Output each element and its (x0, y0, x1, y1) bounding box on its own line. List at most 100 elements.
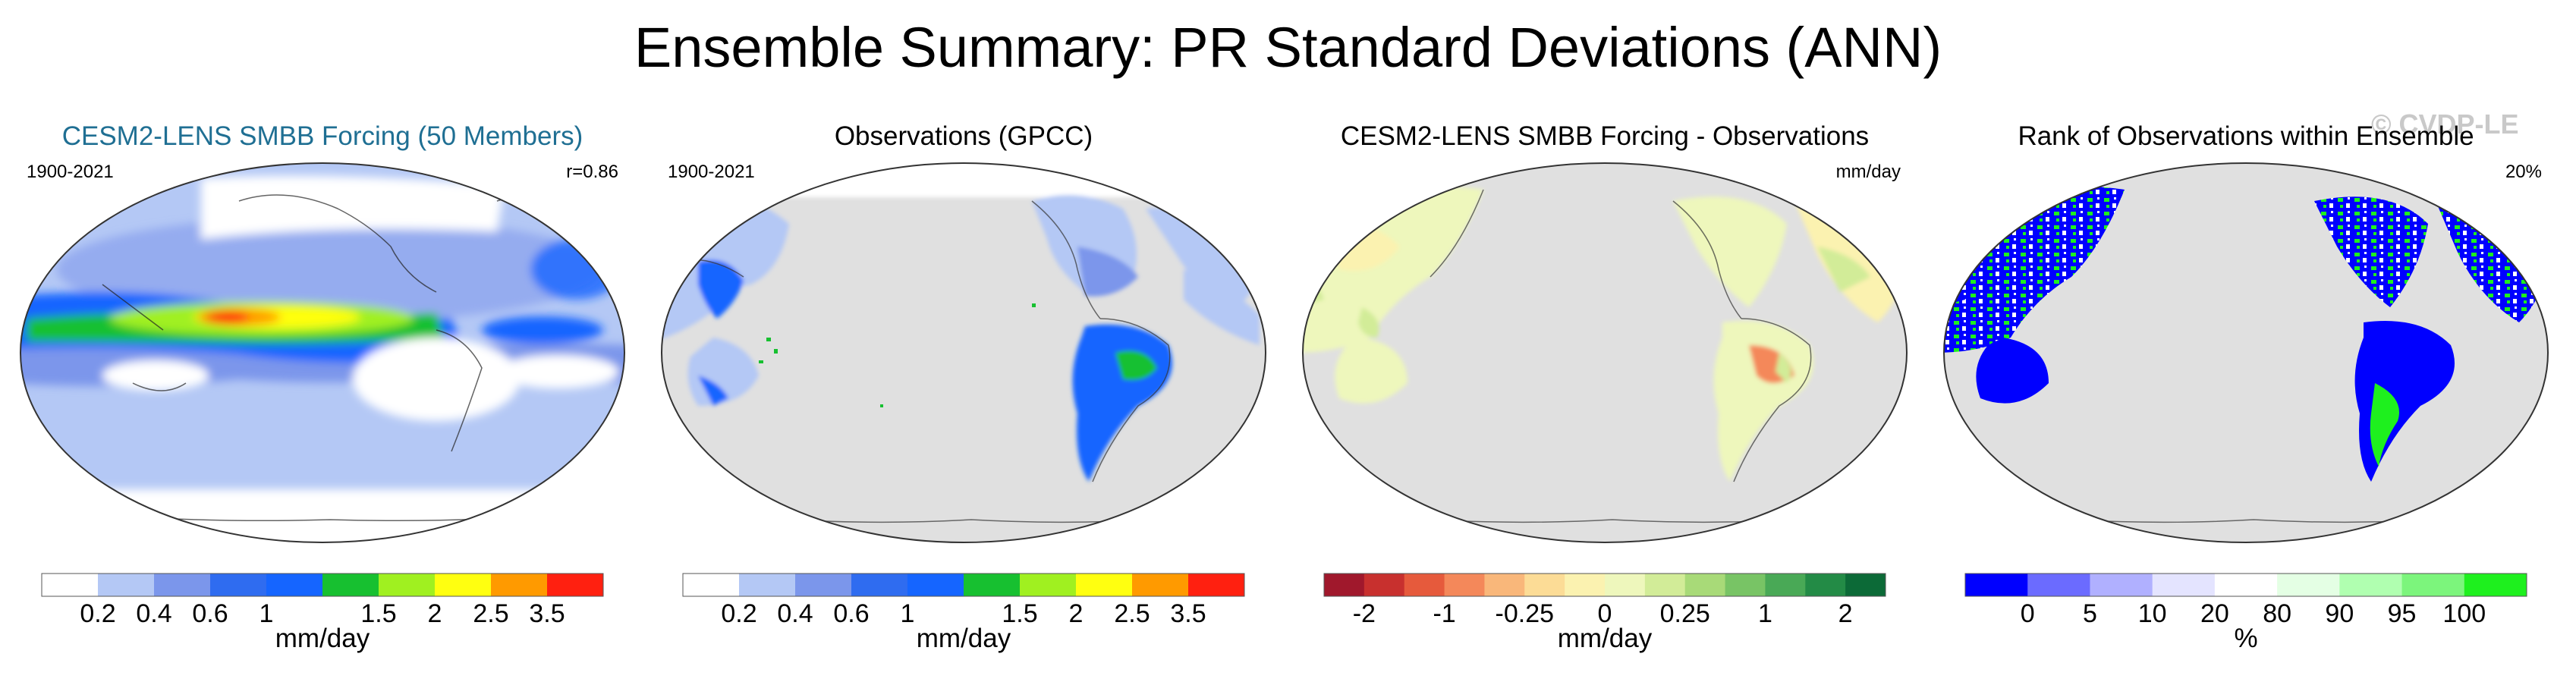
colorbar-tick-label: 0.2 (721, 599, 756, 626)
colorbar-tick-label: 0.6 (833, 599, 869, 626)
colorbar-swatch (435, 574, 492, 596)
panel-title: Observations (GPCC) (834, 121, 1093, 151)
colorbar-swatch (42, 574, 99, 596)
colorbar-tick-label: 0.2 (80, 599, 115, 626)
figure-title: Ensemble Summary: PR Standard Deviations… (634, 16, 1942, 79)
colorbar-swatch (1363, 574, 1405, 596)
panel-title: CESM2-LENS SMBB Forcing (50 Members) (61, 121, 583, 151)
colorbar-tick-label: -2 (1353, 599, 1376, 626)
colorbar: 0.2 0.4 0.6 1 1.5 2 2.5 3.5 (41, 573, 604, 626)
colorbar-swatch (2339, 574, 2403, 596)
cvdp-watermark: © CVDP-LE (2371, 108, 2519, 140)
period-label: 1900-2021 (27, 162, 114, 182)
colorbar-swatch (1684, 574, 1726, 596)
colorbar-tick-label: 1.5 (1002, 599, 1037, 626)
colorbar-swatch (2090, 574, 2153, 596)
panel-model-stddev: CESM2-LENS SMBB Forcing (50 Members) 190… (11, 114, 634, 675)
colorbar-swatch (1765, 574, 1806, 596)
panel-title: Rank of Observations within Ensemble (2018, 121, 2474, 151)
world-map (1302, 162, 1908, 543)
colorbar-tick-label: 0 (1598, 599, 1612, 626)
colorbar-swatch (2401, 574, 2465, 596)
pattern-correlation-label: r=0.86 (566, 162, 618, 182)
colorbar-swatch (683, 574, 740, 596)
colorbar-tick-label: 95 (2388, 599, 2417, 626)
colorbar-tick-label: 3.5 (529, 599, 565, 626)
colorbar-tick-label: 2.5 (1114, 599, 1150, 626)
colorbar: 0.2 0.4 0.6 1 1.5 2 2.5 3.5 (682, 573, 1245, 626)
colorbar-tick-label: 80 (2263, 599, 2291, 626)
colorbar-tick-label: 0.25 (1660, 599, 1710, 626)
colorbar-swatch (547, 574, 604, 596)
colorbar-swatch (964, 574, 1021, 596)
colorbar-swatch (1404, 574, 1445, 596)
colorbar-tick-label: 1.5 (360, 599, 396, 626)
colorbar-swatch (266, 574, 323, 596)
colorbar-frame (682, 573, 1245, 597)
colorbar-swatch (907, 574, 964, 596)
colorbar-swatch (851, 574, 908, 596)
colorbar-swatch (2464, 574, 2527, 596)
colorbar-swatch (1644, 574, 1686, 596)
colorbar-tick-label: 2 (1838, 599, 1853, 626)
panel-difference: CESM2-LENS SMBB Forcing - Observations m… (1294, 114, 1916, 675)
units-label: mm/day (1835, 162, 1901, 182)
colorbar-tick-label: 100 (2442, 599, 2486, 626)
colorbar-tick-label: 2.5 (473, 599, 508, 626)
colorbar-tick-label: 0.6 (192, 599, 228, 626)
colorbar-swatch (1188, 574, 1245, 596)
colorbar: 0 5 10 20 80 90 95 100 (1964, 573, 2527, 626)
colorbar-swatch (379, 574, 436, 596)
colorbar-swatch (98, 574, 155, 596)
panel-rank: Rank of Observations within Ensemble 20%… (1935, 114, 2557, 675)
panel-observations: Observations (GPCC) 1900-2021 (653, 114, 1275, 675)
colorbar-swatch (1805, 574, 1846, 596)
colorbar-swatch (1444, 574, 1485, 596)
colorbar-swatch (154, 574, 211, 596)
colorbar: -2 -1 -0.25 0 0.25 1 2 (1323, 573, 1886, 626)
colorbar-swatch (491, 574, 548, 596)
colorbar-tick-label: 0 (2021, 599, 2035, 626)
colorbar-tick-label: -1 (1433, 599, 1455, 626)
colorbar-swatch (1965, 574, 2028, 596)
panel-title: CESM2-LENS SMBB Forcing - Observations (1340, 121, 1870, 151)
colorbar-tick-label: 0.4 (777, 599, 813, 626)
colorbar-swatch (1324, 574, 1365, 596)
world-map (20, 162, 625, 543)
colorbar-swatch (1132, 574, 1189, 596)
colorbar-tick-label: 5 (2083, 599, 2097, 626)
colorbar-tick-label: 90 (2325, 599, 2354, 626)
colorbar-swatch (2152, 574, 2216, 596)
colorbar-swatch (210, 574, 267, 596)
colorbar-tick-label: -0.25 (1496, 599, 1555, 626)
colorbar-frame (1323, 573, 1886, 597)
colorbar-units-label: % (2234, 624, 2258, 653)
colorbar-swatch (1605, 574, 1646, 596)
colorbar-tick-label: 20 (2200, 599, 2229, 626)
colorbar-tick-label: 0.4 (136, 599, 171, 626)
colorbar-swatch (739, 574, 796, 596)
colorbar-swatch (2027, 574, 2090, 596)
colorbar-swatch (1845, 574, 1886, 596)
colorbar-tick-label: 2 (428, 599, 442, 626)
colorbar-swatch (1524, 574, 1565, 596)
colorbar-tick-label: 3.5 (1170, 599, 1206, 626)
colorbar-swatch (795, 574, 852, 596)
colorbar-swatch (1484, 574, 1525, 596)
colorbar-swatch (1565, 574, 1606, 596)
percent-label: 20% (2505, 162, 2542, 182)
colorbar-tick-label: 10 (2138, 599, 2167, 626)
period-label: 1900-2021 (668, 162, 755, 182)
world-map (661, 162, 1266, 543)
colorbar-tick-label: 1 (901, 599, 915, 626)
world-map (1943, 162, 2549, 543)
colorbar-units-label: mm/day (916, 624, 1011, 653)
colorbar-units-label: mm/day (275, 624, 370, 653)
colorbar-units-label: mm/day (1557, 624, 1653, 653)
colorbar-swatch (1725, 574, 1766, 596)
colorbar-swatch (2277, 574, 2340, 596)
colorbar-swatch (322, 574, 379, 596)
colorbar-frame (1964, 573, 2527, 597)
colorbar-swatch (2214, 574, 2278, 596)
colorbar-swatch (1020, 574, 1077, 596)
